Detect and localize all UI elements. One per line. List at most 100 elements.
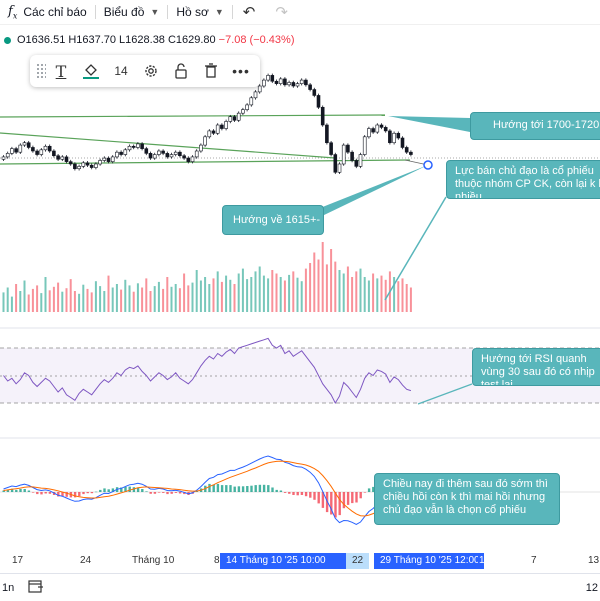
drag-handle-icon[interactable] [36, 63, 46, 79]
volume-bar [149, 291, 152, 312]
macd-histogram-bar [149, 492, 152, 494]
ohlc-legend: O1636.51 H1637.70 L1628.38 C1629.80 −7.0… [0, 33, 298, 47]
volume-bar [351, 277, 354, 312]
candle-body [299, 79, 304, 84]
candle-body [253, 91, 258, 99]
macd-histogram-bar [166, 492, 169, 495]
candle-body [325, 124, 329, 144]
settings-gear-icon[interactable] [136, 55, 166, 87]
macd-histogram-bar [103, 488, 106, 492]
candle-body [371, 128, 375, 133]
candle-body [47, 145, 52, 152]
volume-bar [178, 288, 181, 312]
candle-body [295, 83, 300, 87]
trendline-support[interactable] [0, 159, 411, 165]
callout-rsi-note[interactable]: Hướng tới RSI quanh vùng 30 sau đó có nh… [472, 348, 600, 386]
candle-body [283, 78, 287, 86]
redo-icon[interactable]: ↷ [275, 4, 288, 21]
trendline-descending[interactable] [0, 132, 336, 159]
volume-bar [212, 278, 215, 312]
volume-bar [262, 275, 265, 312]
macd-histogram-bar [330, 492, 333, 515]
candle-body [173, 151, 178, 155]
interval-button[interactable]: 1n [2, 581, 15, 594]
profile-menu-button[interactable]: Hồ sơ ▼ [168, 0, 231, 24]
chevron-down-icon: ▼ [214, 7, 224, 17]
volume-bar [162, 288, 165, 312]
candle-body [375, 124, 380, 133]
zoom-label[interactable]: 12 [585, 581, 598, 594]
volume-bar [275, 273, 278, 312]
candle-body [161, 150, 165, 154]
volume-bar [145, 278, 148, 312]
volume-bar [296, 277, 299, 312]
volume-bar [225, 275, 228, 312]
candle-body [182, 155, 186, 159]
macd-histogram-bar [44, 492, 47, 494]
volume-bar [401, 278, 404, 312]
volume-bar [363, 277, 366, 312]
volume-bar [36, 285, 39, 312]
macd-histogram-bar [241, 486, 245, 492]
macd-histogram-bar [94, 491, 98, 493]
macd-histogram-bar [225, 485, 228, 492]
more-options-icon[interactable]: ••• [232, 63, 250, 79]
time-axis[interactable]: 17 24 Tháng 10 8 14 Tháng 10 '25 10:00 2… [0, 553, 600, 569]
text-tool-icon[interactable]: T [55, 61, 67, 81]
callout-macd-note[interactable]: Chiều nay đi thêm sau đó sớm thì chiều h… [374, 473, 560, 525]
candle-body [10, 148, 14, 154]
macd-histogram-bar [48, 492, 52, 494]
volume-bar [367, 280, 370, 312]
chart-canvas[interactable] [0, 0, 600, 553]
trendline-resistance[interactable] [0, 114, 386, 118]
volume-bar [69, 279, 72, 312]
candle-body [77, 166, 81, 170]
candle-body [320, 106, 325, 126]
time-axis-label: 7 [531, 555, 537, 566]
candle-body [207, 130, 212, 138]
candle-body [383, 127, 388, 132]
macd-histogram-bar [220, 485, 224, 492]
time-axis-label: 17 [12, 555, 24, 566]
volume-series [2, 242, 412, 312]
drawing-anchor-handle[interactable] [423, 160, 433, 170]
callout-selling-pressure[interactable]: Lực bán chủ đạo là cổ phiếu thuộc nhóm C… [446, 160, 600, 199]
drawing-toolbar: T 14 ••• [30, 55, 260, 87]
macd-histogram-bar [208, 483, 211, 492]
rsi-series [3, 337, 412, 405]
volume-bar [325, 264, 328, 312]
candle-body [39, 149, 44, 155]
candle-body [241, 109, 245, 114]
callout-target-1615[interactable]: Hướng về 1615+- [222, 205, 324, 235]
chart-menu-button[interactable]: Biểu đồ ▼ [96, 0, 168, 24]
undo-icon[interactable]: ↶ [242, 4, 256, 21]
fill-color-button[interactable] [76, 55, 106, 87]
candle-body [165, 153, 170, 158]
macd-histogram-bar [178, 492, 182, 494]
volume-bar [107, 275, 110, 312]
volume-bar [57, 282, 60, 312]
candle-body [404, 147, 409, 153]
candle-body [278, 78, 283, 84]
candle-body [98, 160, 102, 165]
bottom-bar: 1n 12 [0, 573, 600, 601]
lock-icon[interactable] [166, 55, 196, 87]
candle-body [186, 157, 191, 162]
calendar-range-icon[interactable] [28, 579, 44, 596]
macd-histogram-bar [65, 492, 68, 497]
macd-histogram-bar [296, 492, 299, 496]
candle-body [354, 160, 359, 167]
macd-histogram-bar [10, 488, 14, 492]
candle-body [341, 144, 346, 165]
toolbar-divider [94, 5, 96, 19]
candle-body [140, 143, 144, 149]
candle-body [115, 151, 119, 158]
macd-histogram [2, 483, 413, 518]
font-size-button[interactable]: 14 [114, 64, 128, 78]
candle-body [316, 95, 321, 108]
callout-target-1700[interactable]: Hướng tới 1700-1720 [470, 112, 600, 140]
trash-icon[interactable] [196, 55, 226, 87]
volume-bar [233, 284, 236, 312]
candle-body [148, 153, 153, 159]
indicators-button[interactable]: fx Các chỉ báo [0, 0, 95, 24]
